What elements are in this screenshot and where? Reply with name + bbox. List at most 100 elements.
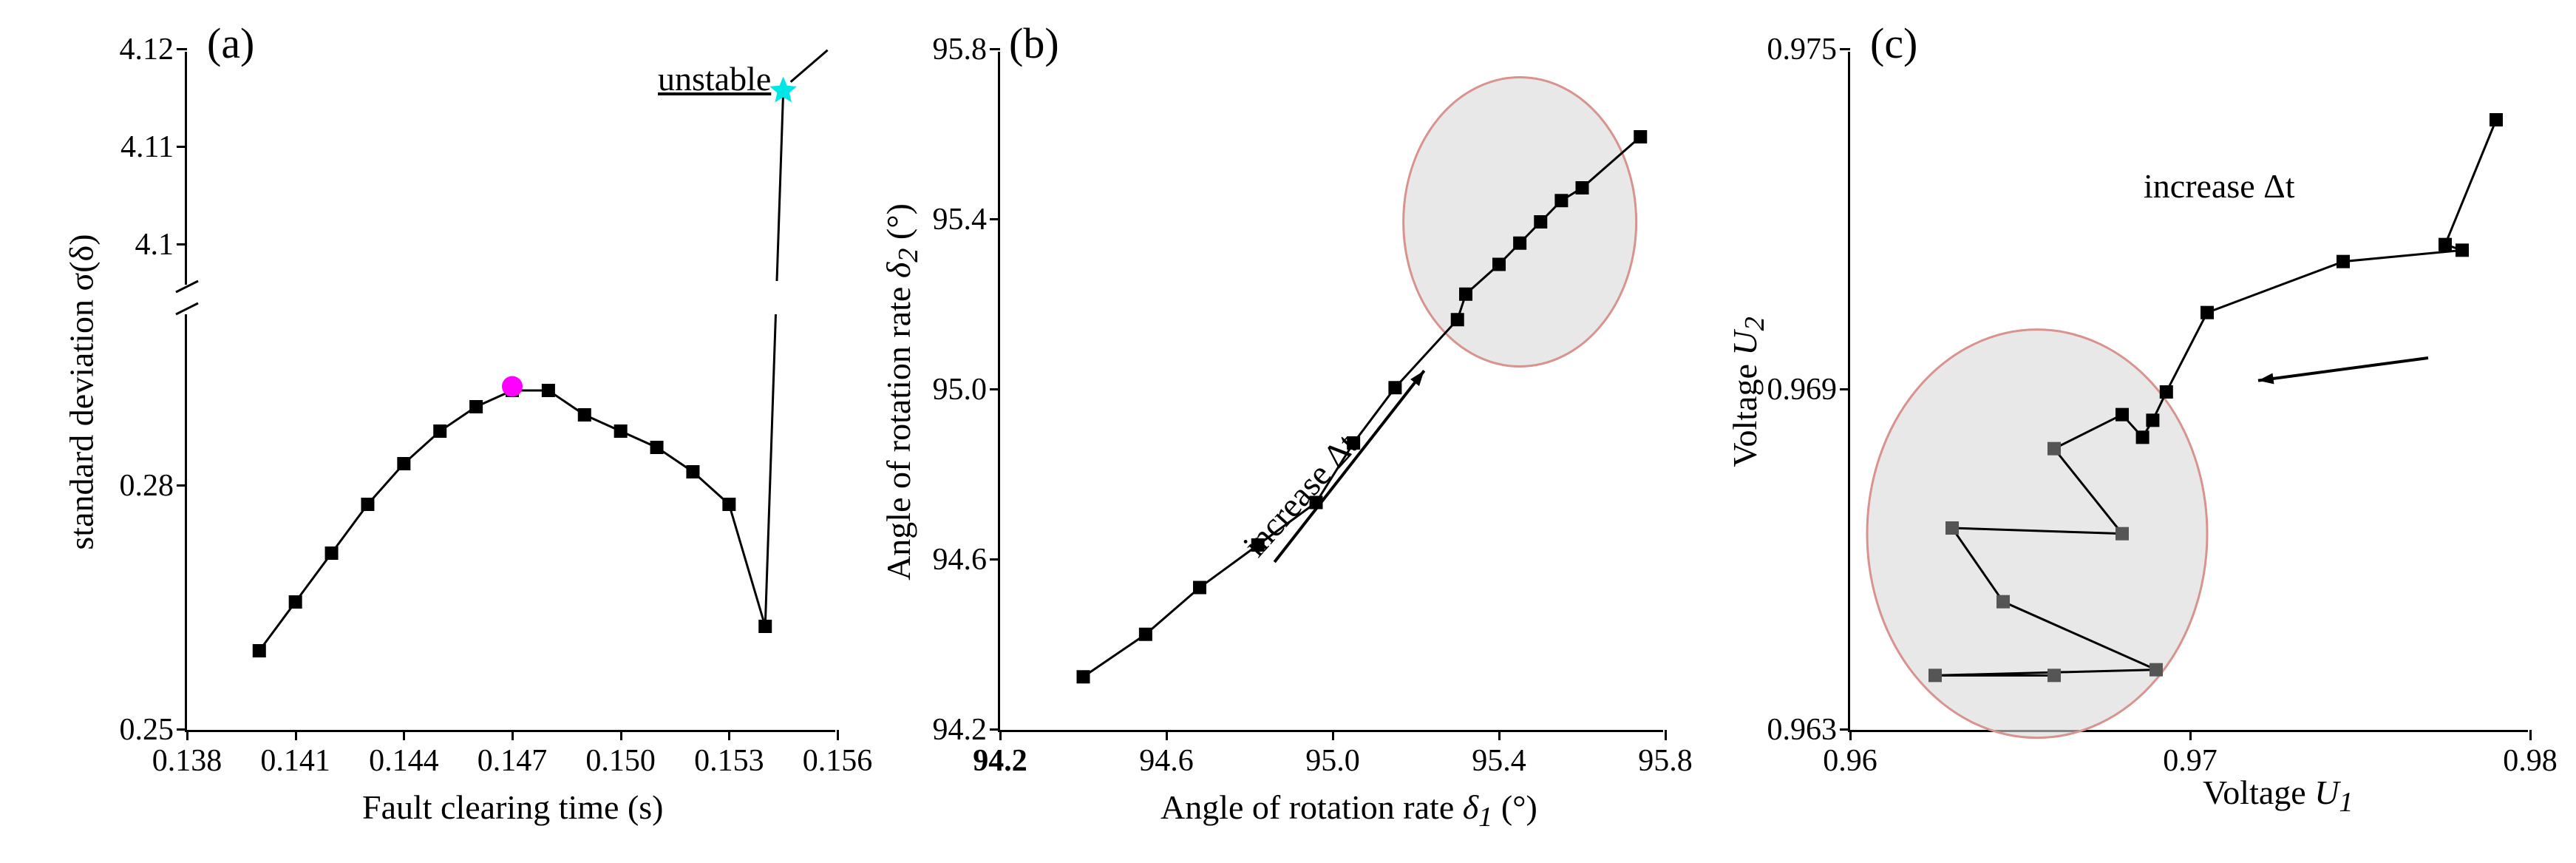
data-marker	[2115, 408, 2129, 422]
arrow-head	[2258, 373, 2274, 384]
data-marker	[1139, 628, 1152, 641]
data-marker	[2160, 385, 2173, 399]
panel-b-xlabel: Angle of rotation rate δ1 (°)	[1160, 788, 1537, 833]
panel-a-unstable-text: unstable	[658, 60, 771, 98]
data-marker	[1554, 194, 1568, 207]
panel-c-annotation: increase Δt	[2144, 166, 2295, 206]
tick-label-x: 0.144	[369, 730, 439, 779]
data-marker	[686, 465, 699, 478]
highlight-ellipse	[1867, 330, 2207, 738]
data-marker	[1388, 381, 1401, 394]
highlight-magenta-marker	[502, 376, 523, 397]
tick-label-x: 95.0	[1305, 730, 1360, 779]
data-marker	[2456, 243, 2469, 257]
panel-c-xlabel-text: Voltage U1	[2203, 774, 2354, 811]
tick-label-y: 4.1	[135, 227, 188, 263]
tick-label-y: 4.12	[120, 32, 188, 67]
tick-label-x: 0.153	[694, 730, 764, 779]
panel-b-xlabel-text: Angle of rotation rate δ1 (°)	[1160, 788, 1537, 826]
arrow-line	[2258, 358, 2428, 381]
data-marker	[2439, 238, 2452, 251]
data-marker	[542, 384, 555, 397]
data-marker	[2047, 669, 2061, 682]
tick-label-x: 95.4	[1472, 730, 1526, 779]
tick-label-y: 94.6	[933, 542, 1001, 578]
tick-label-y: 94.2	[933, 712, 1001, 748]
panel-b-plot-area: 94.294.695.095.495.894.294.695.095.495.8	[998, 52, 1663, 732]
tick-label-y: 95.4	[933, 202, 1001, 237]
series-line	[765, 91, 783, 626]
data-marker	[2337, 255, 2350, 268]
data-marker	[650, 441, 664, 454]
tick-label-x: 0.141	[260, 730, 330, 779]
panel-c-plot-area: 0.960.970.980.9630.9690.975	[1848, 52, 2528, 732]
data-marker	[1945, 521, 1959, 535]
data-marker	[1928, 669, 1942, 682]
line-break-mask	[761, 281, 809, 314]
highlight-ellipse	[1404, 78, 1637, 367]
panel-c-annotation-text: increase Δt	[2144, 167, 2295, 205]
data-marker	[1459, 288, 1472, 301]
data-marker	[1193, 581, 1206, 595]
panel-b-ylabel: Angle of rotation rate δ2 (°)	[879, 203, 925, 581]
data-marker	[2146, 413, 2159, 427]
series-line	[259, 390, 765, 651]
data-marker	[469, 400, 483, 413]
tick-label-y: 0.963	[1767, 712, 1851, 748]
data-marker	[1996, 595, 2010, 609]
unstable-leader-line	[791, 50, 828, 82]
tick-label-x: 0.156	[803, 730, 873, 779]
tick-label-y: 95.8	[933, 32, 1001, 67]
data-marker	[2201, 306, 2214, 319]
data-marker	[1077, 670, 1090, 683]
tick-label-x: 94.6	[1139, 730, 1194, 779]
data-marker	[1492, 258, 1506, 271]
panel-a: (a) 0.1380.1410.1440.1470.1500.1530.1560…	[44, 22, 850, 813]
data-marker	[2150, 663, 2163, 677]
tick-label-x: 0.150	[585, 730, 656, 779]
data-marker	[614, 424, 628, 438]
data-marker	[1451, 313, 1464, 326]
data-marker	[2115, 527, 2129, 541]
data-marker	[2136, 430, 2150, 444]
tick-label-x: 0.98	[2503, 730, 2558, 779]
tick-label-y: 0.969	[1767, 372, 1851, 407]
panel-a-plot-area: 0.1380.1410.1440.1470.1500.1530.1560.250…	[185, 52, 835, 732]
data-marker	[397, 457, 410, 470]
figure: (a) 0.1380.1410.1440.1470.1500.1530.1560…	[0, 0, 2576, 863]
tick-label-y: 95.0	[933, 372, 1001, 407]
panel-c: (c) 0.960.970.980.9630.9690.975 Voltage …	[1722, 22, 2550, 813]
data-marker	[1576, 181, 1589, 194]
data-marker	[2490, 113, 2503, 126]
panel-c-svg	[1850, 52, 2530, 732]
panel-c-ylabel: Voltage U2	[1725, 317, 1771, 467]
panel-b: (b) 94.294.695.095.495.894.294.695.095.4…	[880, 22, 1685, 813]
panel-b-ylabel-text: Angle of rotation rate δ2 (°)	[880, 203, 917, 581]
data-marker	[578, 408, 591, 422]
data-marker	[361, 498, 374, 511]
data-marker	[2047, 442, 2061, 456]
tick-label-y: 0.975	[1767, 32, 1851, 67]
data-marker	[1513, 237, 1526, 250]
tick-label-y: 4.11	[120, 129, 187, 165]
data-marker	[253, 644, 266, 657]
tick-label-x: 0.147	[478, 730, 548, 779]
panel-b-svg	[1000, 52, 1665, 732]
panel-a-ylabel: standard deviation σ(δ)	[62, 234, 101, 549]
data-marker	[325, 546, 339, 560]
tick-label-y: 0.28	[120, 468, 188, 504]
panel-a-unstable-label: unstable	[658, 59, 771, 98]
panel-c-ylabel-text: Voltage U2	[1726, 317, 1764, 467]
data-marker	[289, 595, 302, 609]
tick-label-x: 0.97	[2163, 730, 2218, 779]
panel-c-xlabel: Voltage U1	[2203, 773, 2354, 819]
data-marker	[1534, 215, 1547, 229]
data-marker	[758, 620, 772, 633]
tick-label-y: 0.25	[120, 712, 188, 748]
panel-a-svg	[187, 52, 837, 732]
data-marker	[722, 498, 735, 511]
tick-label-x: 95.8	[1638, 730, 1693, 779]
data-marker	[1634, 130, 1647, 143]
panel-a-xlabel: Fault clearing time (s)	[362, 788, 664, 827]
data-marker	[433, 424, 446, 438]
